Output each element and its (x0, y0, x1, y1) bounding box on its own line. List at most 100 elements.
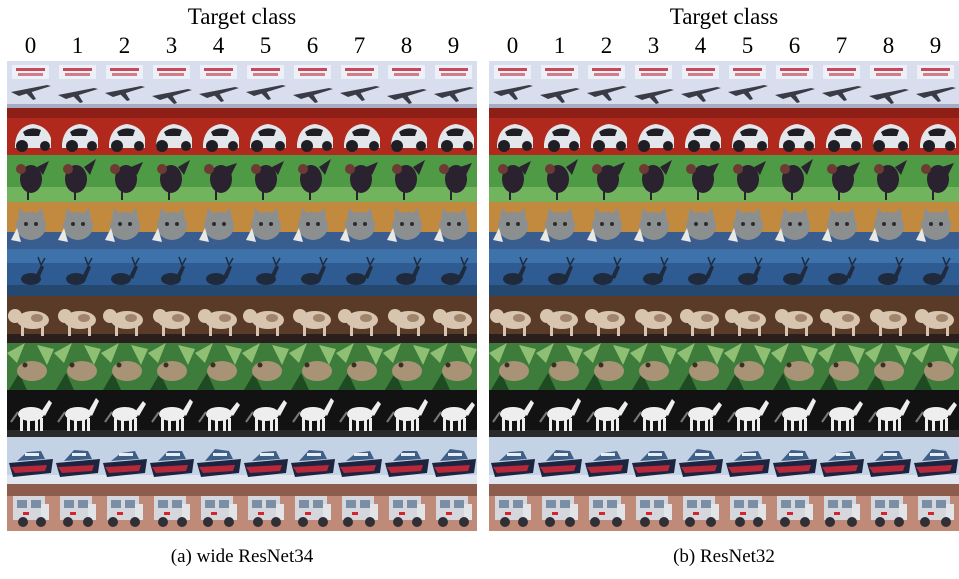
image-grid (7, 61, 477, 531)
thumbnail-frog (54, 343, 101, 390)
bird-image (536, 155, 583, 202)
dog-image (724, 296, 771, 343)
thumbnail-dog (677, 296, 724, 343)
horse-image (771, 390, 818, 437)
ship-image (195, 437, 242, 484)
thumbnail-bird (536, 155, 583, 202)
ship-image (536, 437, 583, 484)
horse-image (7, 390, 54, 437)
frog-image (242, 343, 289, 390)
thumbnail-bird (677, 155, 724, 202)
car-image (242, 108, 289, 155)
thumbnail-bird (630, 155, 677, 202)
horse-image (242, 390, 289, 437)
column-label: 9 (447, 33, 460, 58)
thumbnail-frog (912, 343, 959, 390)
cat-image (54, 202, 101, 249)
thumbnail-truck (630, 484, 677, 531)
horse-image (54, 390, 101, 437)
dog-image (148, 296, 195, 343)
deer-image (677, 249, 724, 296)
deer-image (536, 249, 583, 296)
frog-image (818, 343, 865, 390)
thumbnail-truck (724, 484, 771, 531)
thumbnail-truck (148, 484, 195, 531)
thumbnail-bird (724, 155, 771, 202)
ship-image (54, 437, 101, 484)
thumbnail-deer (818, 249, 865, 296)
ship-image (7, 437, 54, 484)
thumbnail-horse (289, 390, 336, 437)
horse-image (383, 390, 430, 437)
thumbnail-airplane (430, 61, 477, 108)
thumbnail-cat (865, 202, 912, 249)
thumbnail-truck (383, 484, 430, 531)
thumbnail-car (383, 108, 430, 155)
deer-image (583, 249, 630, 296)
thumbnail-frog (289, 343, 336, 390)
cat-image (724, 202, 771, 249)
car-image (383, 108, 430, 155)
cat-image (383, 202, 430, 249)
truck-image (724, 484, 771, 531)
frog-image (912, 343, 959, 390)
truck-image (818, 484, 865, 531)
dog-image (489, 296, 536, 343)
thumbnail-airplane (336, 61, 383, 108)
frog-image (724, 343, 771, 390)
thumbnail-ship (771, 437, 818, 484)
thumbnail-deer (771, 249, 818, 296)
thumbnail-deer (148, 249, 195, 296)
thumbnail-car (430, 108, 477, 155)
airplane-image (630, 61, 677, 108)
truck-image (865, 484, 912, 531)
airplane-image (101, 61, 148, 108)
frog-image (489, 343, 536, 390)
thumbnail-truck (336, 484, 383, 531)
deer-image (101, 249, 148, 296)
cat-image (101, 202, 148, 249)
dog-image (865, 296, 912, 343)
dog-image (336, 296, 383, 343)
thumbnail-car (818, 108, 865, 155)
thumbnail-truck (54, 484, 101, 531)
column-label: 6 (788, 33, 801, 58)
ship-image (242, 437, 289, 484)
deer-image (336, 249, 383, 296)
thumbnail-horse (583, 390, 630, 437)
cat-image (289, 202, 336, 249)
column-label: 0 (24, 33, 37, 58)
frog-image (195, 343, 242, 390)
bird-image (912, 155, 959, 202)
thumbnail-ship (912, 437, 959, 484)
thumbnail-ship (101, 437, 148, 484)
thumbnail-frog (771, 343, 818, 390)
truck-image (630, 484, 677, 531)
thumbnail-deer (583, 249, 630, 296)
thumbnail-horse (7, 390, 54, 437)
thumbnail-dog (630, 296, 677, 343)
airplane-image (489, 61, 536, 108)
thumbnail-cat (430, 202, 477, 249)
thumbnail-bird (818, 155, 865, 202)
deer-image (7, 249, 54, 296)
thumbnail-horse (336, 390, 383, 437)
column-label: 4 (694, 33, 707, 58)
truck-image (336, 484, 383, 531)
thumbnail-deer (289, 249, 336, 296)
thumbnail-car (771, 108, 818, 155)
bird-image (383, 155, 430, 202)
ship-image (289, 437, 336, 484)
thumbnail-bird (912, 155, 959, 202)
column-label: 5 (741, 33, 754, 58)
thumbnail-airplane (383, 61, 430, 108)
thumbnail-airplane (630, 61, 677, 108)
image-grid (489, 61, 959, 531)
thumbnail-ship (724, 437, 771, 484)
bird-image (242, 155, 289, 202)
thumbnail-bird (430, 155, 477, 202)
airplane-image (583, 61, 630, 108)
horse-image (630, 390, 677, 437)
ship-image (383, 437, 430, 484)
deer-image (912, 249, 959, 296)
